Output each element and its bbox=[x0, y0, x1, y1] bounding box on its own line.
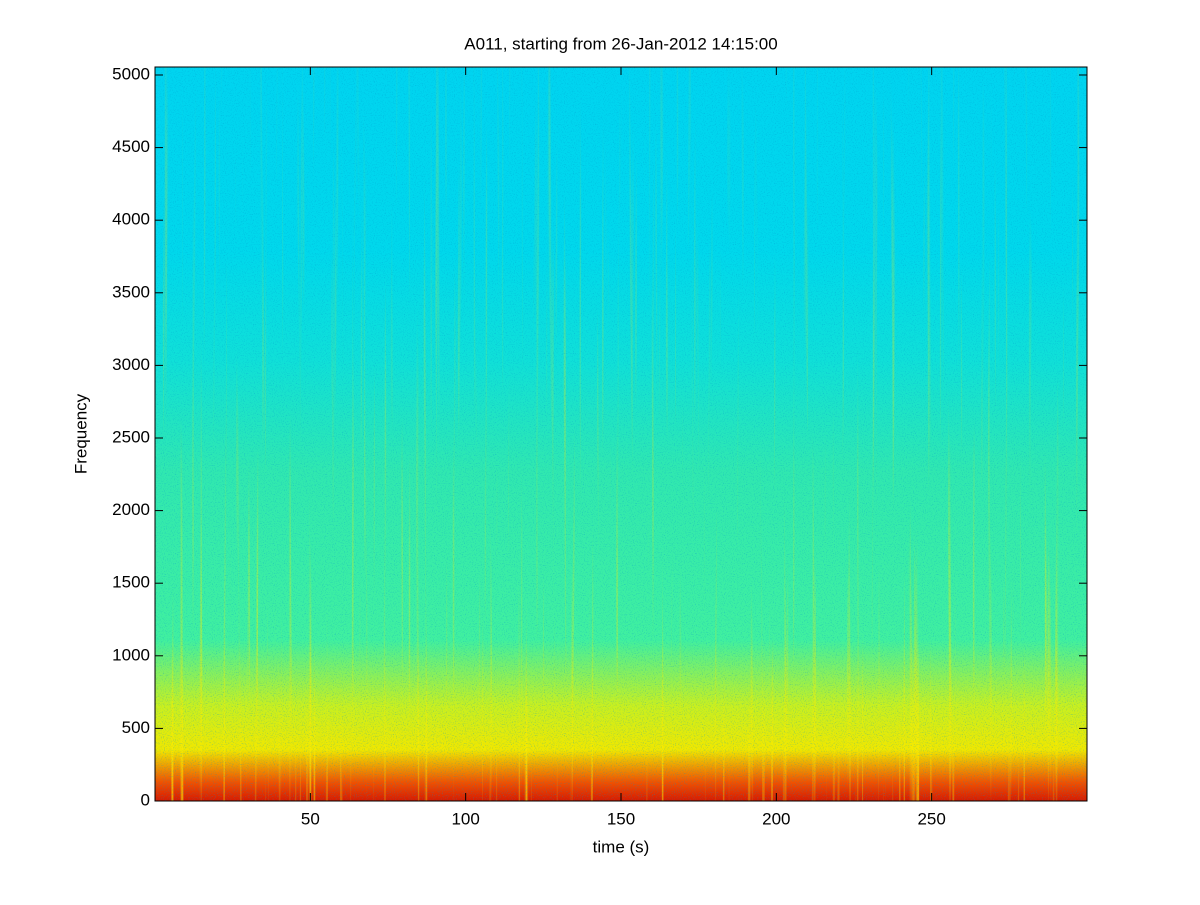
y-tick-label: 4500 bbox=[112, 137, 150, 156]
x-tick-label: 50 bbox=[301, 809, 320, 828]
x-tick-label: 150 bbox=[607, 809, 635, 828]
y-tick-label: 5000 bbox=[112, 64, 150, 83]
y-tick-label: 4000 bbox=[112, 210, 150, 229]
spectrogram-image bbox=[155, 67, 1087, 801]
y-tick-label: 3500 bbox=[112, 282, 150, 301]
y-tick-label: 3000 bbox=[112, 355, 150, 374]
x-axis-label: time (s) bbox=[593, 837, 650, 856]
y-tick-label: 2000 bbox=[112, 500, 150, 519]
x-tick-label: 100 bbox=[451, 809, 479, 828]
y-tick-label: 1000 bbox=[112, 645, 150, 664]
y-tick-label: 500 bbox=[122, 718, 150, 737]
y-axis-label: Frequency bbox=[71, 393, 90, 474]
x-tick-label: 250 bbox=[917, 809, 945, 828]
y-tick-label: 0 bbox=[141, 790, 150, 809]
chart-title: A011, starting from 26-Jan-2012 14:15:00 bbox=[464, 34, 777, 53]
y-tick-label: 1500 bbox=[112, 573, 150, 592]
y-tick-label: 2500 bbox=[112, 427, 150, 446]
x-tick-label: 200 bbox=[762, 809, 790, 828]
